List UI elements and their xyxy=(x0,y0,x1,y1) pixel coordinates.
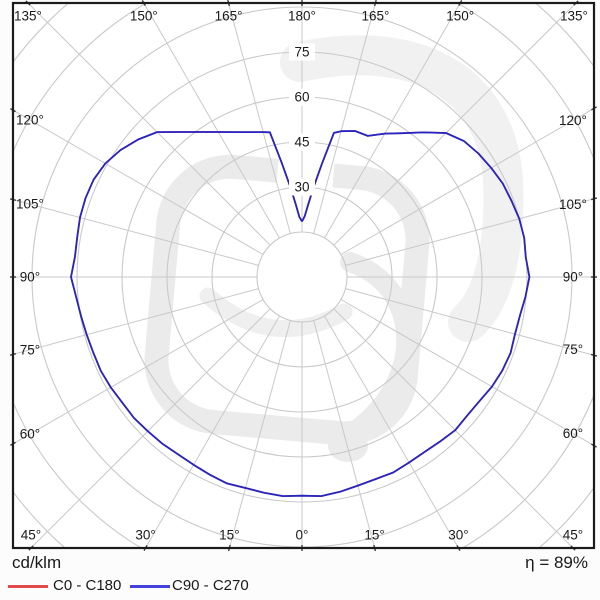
grid-ray xyxy=(145,315,280,548)
angle-label-top: 150° xyxy=(130,9,158,24)
radial-tick-label: 30 xyxy=(294,180,309,195)
angle-label-bottom: 15° xyxy=(364,528,384,543)
angle-label-top: 165° xyxy=(215,9,243,24)
grid-ray xyxy=(27,3,271,246)
angle-label-right: 105° xyxy=(559,197,587,212)
angle-label-left: 90° xyxy=(20,270,40,285)
angle-label-left: 60° xyxy=(20,427,40,442)
grid-ray xyxy=(13,288,259,355)
angle-label-right: 90° xyxy=(563,270,583,285)
grid-ray xyxy=(13,109,264,255)
angle-label-left: 75° xyxy=(20,342,40,357)
legend-c0-swatch xyxy=(8,585,48,588)
watermark-outer-arc xyxy=(280,35,524,342)
legend-c90-label: C90 - C270 xyxy=(172,577,249,594)
grid-ray xyxy=(340,299,594,447)
angle-label-right: 75° xyxy=(563,342,583,357)
grid-ray xyxy=(13,299,264,445)
grid-ray xyxy=(13,199,259,266)
grid-ray xyxy=(324,3,461,239)
angle-label-top: 180° xyxy=(288,9,316,24)
angle-label-bottom: 45° xyxy=(21,528,41,543)
angle-label-top: 150° xyxy=(446,9,474,24)
distributor-logo-watermark xyxy=(144,35,524,462)
angle-label-top: 135° xyxy=(560,9,588,24)
efficiency-label: η = 89% xyxy=(525,553,588,572)
grid-ray xyxy=(333,308,574,548)
angle-labels: 135° 150° 165° 180° 165° 150° 135° 45° 30° 15° 0° 1… xyxy=(14,9,588,543)
plot-border xyxy=(11,1,596,550)
watermark-blob xyxy=(328,430,368,462)
radial-tick-labels: 30 45 60 75 xyxy=(289,43,315,196)
grid-ray xyxy=(324,315,459,548)
angle-label-left: 120° xyxy=(16,113,44,128)
radial-label-box xyxy=(289,43,315,61)
grid-ray xyxy=(340,107,594,255)
angle-label-top: 165° xyxy=(361,9,389,24)
grid-ray xyxy=(30,308,271,548)
radial-tick-label: 60 xyxy=(294,90,309,105)
grid-ray xyxy=(228,320,291,548)
grid-ray xyxy=(313,320,376,548)
angle-label-bottom: 15° xyxy=(219,528,239,543)
angle-label-right: 120° xyxy=(559,113,587,128)
radial-tick-label: 75 xyxy=(294,45,309,60)
grid-ray xyxy=(345,198,594,266)
angle-label-bottom: 30° xyxy=(448,528,468,543)
angle-label-bottom: 30° xyxy=(135,528,155,543)
angle-label-top: 135° xyxy=(14,9,42,24)
grid-ray xyxy=(143,3,280,239)
radial-label-box xyxy=(289,133,315,151)
radial-label-box xyxy=(289,88,315,106)
angle-label-bottom: 0° xyxy=(296,528,309,543)
legend-c90-swatch xyxy=(130,585,170,588)
watermark-smile xyxy=(199,287,353,338)
grid-ray xyxy=(228,3,291,234)
watermark-hook xyxy=(332,252,417,450)
grid-ray xyxy=(345,288,594,356)
grid-ray xyxy=(313,3,376,234)
angle-label-right: 60° xyxy=(563,426,583,441)
watermark-slot xyxy=(266,147,336,303)
unit-label: cd/klm xyxy=(12,553,62,572)
legend-c0-label: C0 - C180 xyxy=(53,577,122,594)
grid-ray xyxy=(333,3,577,246)
radial-label-box xyxy=(289,178,315,196)
radial-tick-label: 45 xyxy=(294,135,309,150)
angle-label-bottom: 45° xyxy=(563,528,583,543)
angle-label-left: 105° xyxy=(16,197,44,212)
curve-c90-c270 xyxy=(70,130,531,497)
